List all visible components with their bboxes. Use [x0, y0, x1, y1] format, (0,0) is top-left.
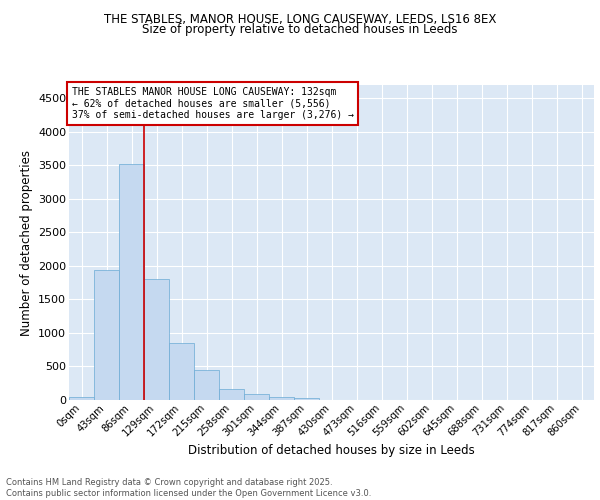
Bar: [194, 370, 219, 400]
Bar: [294, 398, 319, 400]
Text: THE STABLES MANOR HOUSE LONG CAUSEWAY: 132sqm
← 62% of detached houses are small: THE STABLES MANOR HOUSE LONG CAUSEWAY: 1…: [71, 86, 353, 120]
Bar: [269, 397, 294, 400]
Text: Size of property relative to detached houses in Leeds: Size of property relative to detached ho…: [142, 24, 458, 36]
Bar: [169, 343, 194, 400]
Bar: [219, 389, 244, 400]
Bar: [144, 280, 169, 400]
Bar: [119, 164, 144, 400]
Y-axis label: Number of detached properties: Number of detached properties: [20, 150, 32, 336]
Text: THE STABLES, MANOR HOUSE, LONG CAUSEWAY, LEEDS, LS16 8EX: THE STABLES, MANOR HOUSE, LONG CAUSEWAY,…: [104, 12, 496, 26]
Bar: [94, 270, 119, 400]
Text: Contains HM Land Registry data © Crown copyright and database right 2025.
Contai: Contains HM Land Registry data © Crown c…: [6, 478, 371, 498]
X-axis label: Distribution of detached houses by size in Leeds: Distribution of detached houses by size …: [188, 444, 475, 457]
Bar: [244, 394, 269, 400]
Bar: [69, 398, 94, 400]
